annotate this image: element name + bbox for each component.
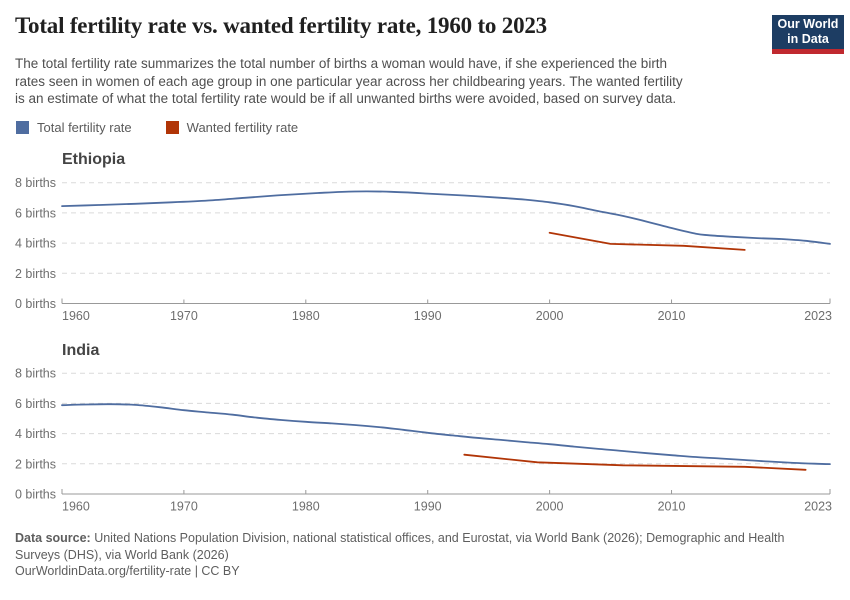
x-tick-label: 2010 bbox=[658, 500, 686, 514]
total-fertility-rate-line bbox=[61, 190, 831, 245]
data-source-label: Data source: bbox=[15, 531, 91, 545]
chart-panel-title-india: India bbox=[62, 342, 100, 359]
y-tick-label: 8 births bbox=[15, 176, 56, 190]
y-tick-label: 8 births bbox=[15, 367, 56, 381]
y-tick-label: 6 births bbox=[15, 397, 56, 411]
ethiopia-line-chart: 0 births 2 births 4 births 6 births 8 births… bbox=[15, 176, 832, 323]
chart-panel-title-ethiopia: Ethiopia bbox=[62, 151, 126, 168]
owid-logo[interactable]: Our World in Data bbox=[772, 15, 844, 54]
legend-label: Total fertility rate bbox=[37, 120, 132, 135]
legend-item-total-fertility-rate[interactable]: Total fertility rate bbox=[16, 120, 132, 135]
chart-panel-india: 0 births 2 births 4 births 6 births 8 births… bbox=[0, 334, 850, 520]
subtitle-line: The total fertility rate summarizes the … bbox=[15, 56, 668, 71]
license-link[interactable]: OurWorldinData.org/fertility-rate | CC B… bbox=[15, 564, 240, 578]
wanted-fertility-rate-line bbox=[463, 453, 807, 471]
y-tick-label: 2 births bbox=[15, 267, 56, 281]
x-tick-label: 1960 bbox=[62, 500, 90, 514]
owid-logo-redbar bbox=[772, 49, 844, 54]
subtitle-line: is an estimate of what the total fertili… bbox=[15, 91, 677, 106]
x-tick-label: 2023 bbox=[804, 309, 832, 323]
x-tick-label: 2000 bbox=[536, 309, 564, 323]
y-tick-label: 4 births bbox=[15, 237, 56, 251]
subtitle-line: rates seen in women of each age group in… bbox=[15, 73, 683, 89]
legend-item-wanted-fertility-rate[interactable]: Wanted fertility rate bbox=[165, 120, 299, 135]
legend: Total fertility rate Wanted fertility ra… bbox=[16, 120, 298, 135]
data-source-line2: Surveys (DHS), via World Bank (2026) bbox=[15, 548, 229, 562]
legend-swatch-wanted-fertility bbox=[165, 121, 179, 134]
data-source-note: Data source: United Nations Population D… bbox=[15, 530, 837, 564]
x-tick-label: 1970 bbox=[170, 500, 198, 514]
x-tick-label: 1960 bbox=[62, 309, 90, 323]
y-tick-label: 4 births bbox=[15, 427, 56, 441]
legend-label: Wanted fertility rate bbox=[186, 120, 299, 135]
legend-swatch-total-fertility bbox=[16, 121, 29, 134]
india-line-chart: 0 births 2 births 4 births 6 births 8 births… bbox=[15, 367, 832, 514]
y-tick-label: 0 births bbox=[15, 297, 56, 311]
x-tick-label: 1980 bbox=[292, 500, 320, 514]
page-title: Total fertility rate vs. wanted fertilit… bbox=[15, 13, 547, 38]
x-tick-label: 2010 bbox=[658, 309, 686, 323]
y-tick-label: 6 births bbox=[15, 206, 56, 220]
wanted-fertility-rate-line bbox=[548, 231, 746, 251]
data-source-line1: United Nations Population Division, nati… bbox=[90, 531, 785, 545]
chart-panel-ethiopia: 0 births 2 births 4 births 6 births 8 births… bbox=[0, 143, 850, 329]
y-tick-label: 0 births bbox=[15, 488, 56, 502]
y-tick-label: 2 births bbox=[15, 457, 56, 471]
x-tick-label: 1970 bbox=[170, 309, 198, 323]
owid-logo-text: Our World in Data bbox=[772, 15, 844, 49]
x-tick-label: 2023 bbox=[804, 500, 832, 514]
x-tick-label: 2000 bbox=[536, 500, 564, 514]
x-tick-label: 1990 bbox=[414, 500, 442, 514]
x-tick-label: 1980 bbox=[292, 309, 320, 323]
chart-subtitle: The total fertility rate summarizes the … bbox=[15, 55, 805, 108]
total-fertility-rate-line bbox=[61, 403, 831, 465]
x-tick-label: 1990 bbox=[414, 309, 442, 323]
